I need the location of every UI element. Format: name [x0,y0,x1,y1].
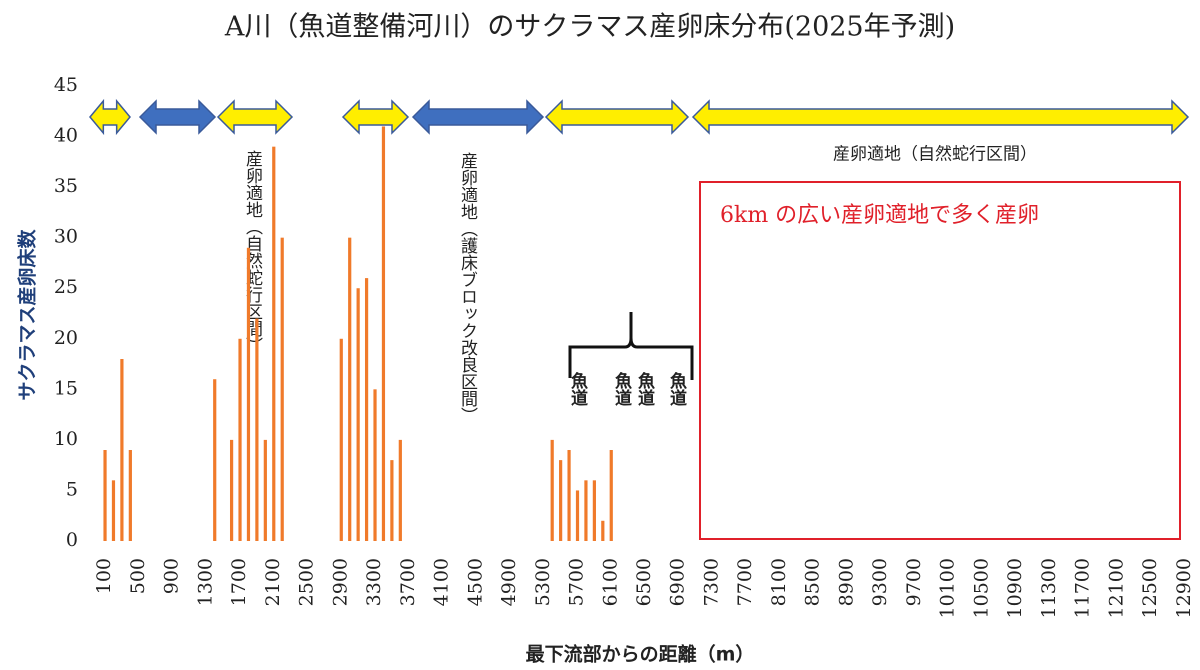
y-tick-label: 35 [54,175,78,197]
range-arrow [89,98,131,136]
range-arrow [544,99,690,135]
x-tick-label: 6900 [667,558,689,606]
range-arrow [216,99,294,135]
annotation: 産卵適地（護床ブロック改良区間） [457,152,478,424]
range-arrow [138,99,217,135]
arrows [89,98,1190,136]
x-tick-label: 3300 [363,558,385,606]
y-tick-label: 30 [54,226,78,248]
x-tick-label: 1300 [194,558,216,606]
x-tick-label: 4100 [431,558,453,606]
x-tick-label: 12900 [1173,558,1195,618]
annotation: 産卵適地（自然蛇行区間） [242,150,263,354]
x-axis-label: 最下流部からの距離（m） [526,643,755,666]
y-tick-label: 45 [54,74,78,96]
x-tick-label: 10500 [970,558,992,618]
x-tick-label: 8100 [768,558,790,606]
highlight-box [699,181,1181,540]
bar [364,278,369,541]
bar [111,480,116,541]
bar [120,359,124,541]
x-tick-label: 2100 [262,558,284,606]
y-tick-label: 0 [66,529,78,551]
bar [575,490,580,541]
bar [559,460,563,541]
x-tick-label: 7700 [734,558,756,606]
annotation: 6km の広い産卵適地で多く産卵 [720,203,1039,228]
x-tick-label: 6100 [599,558,621,606]
x-tick-label: 11300 [1038,558,1060,618]
x-tick-label: 2500 [296,558,318,606]
bar [390,460,394,541]
x-tick-label: 9300 [869,558,891,606]
x-tick-label: 8500 [802,558,824,606]
x-tick-label: 5300 [532,558,554,606]
bar [348,237,352,541]
y-axis-label: サクラマス産卵床数 [16,229,39,401]
bar [398,439,402,541]
x-tick-label: 900 [161,558,183,594]
annotation: 産卵適地（自然蛇行区間） [833,145,1037,165]
annotation: 魚道 [634,371,655,406]
x-tick-label: 8900 [835,558,857,606]
y-tick-label: 10 [54,428,78,450]
x-tick-label: 10900 [1004,558,1026,618]
y-tick-label: 40 [54,125,78,147]
annotation: 魚道 [666,371,687,406]
annotation: 魚道 [567,371,588,406]
x-tick-label: 3700 [397,558,419,606]
bar [263,439,267,541]
y-tick-label: 20 [54,327,78,349]
bar [550,439,554,541]
bar [381,126,386,541]
x-tick-label: 2900 [329,558,351,606]
x-tick-label: 9700 [903,558,925,606]
x-tick-label: 4900 [498,558,520,606]
bar [601,520,605,541]
x-tick-label: 10100 [937,558,959,618]
x-tick-label: 4500 [464,558,486,606]
x-tick-label: 5700 [566,558,588,606]
bracket [568,312,694,380]
bar [229,439,234,541]
bar [584,480,588,541]
bar [128,450,132,541]
bar [246,247,251,541]
y-tick-label: 5 [66,478,78,500]
bar [339,338,343,541]
range-arrow [411,99,545,135]
bar [272,146,276,541]
bar [609,450,613,541]
x-tick-label: 7300 [700,558,722,606]
chart-title: A川（魚道整備河川）のサクラマス産卵床分布(2025年予測) [224,12,955,43]
y-tick-label: 15 [54,377,78,399]
bar [255,318,259,541]
x-tick-label: 12100 [1105,558,1127,618]
bar [238,338,242,541]
bar [356,288,360,541]
x-tick-label: 12500 [1139,558,1161,618]
bar [592,480,596,541]
x-tick-label: 1700 [228,558,250,606]
annotation: 魚道 [611,371,632,406]
bar [373,389,377,541]
x-tick-label: 100 [93,558,115,594]
x-tick-label: 500 [127,558,149,594]
bar [567,450,571,541]
x-tick-label: 6500 [633,558,655,606]
range-arrow [341,99,410,135]
bar [103,450,107,541]
y-tick-label: 25 [54,276,78,298]
bar [280,237,284,541]
range-arrow [691,99,1190,135]
bar [213,379,217,541]
x-tick-label: 11700 [1072,558,1094,618]
